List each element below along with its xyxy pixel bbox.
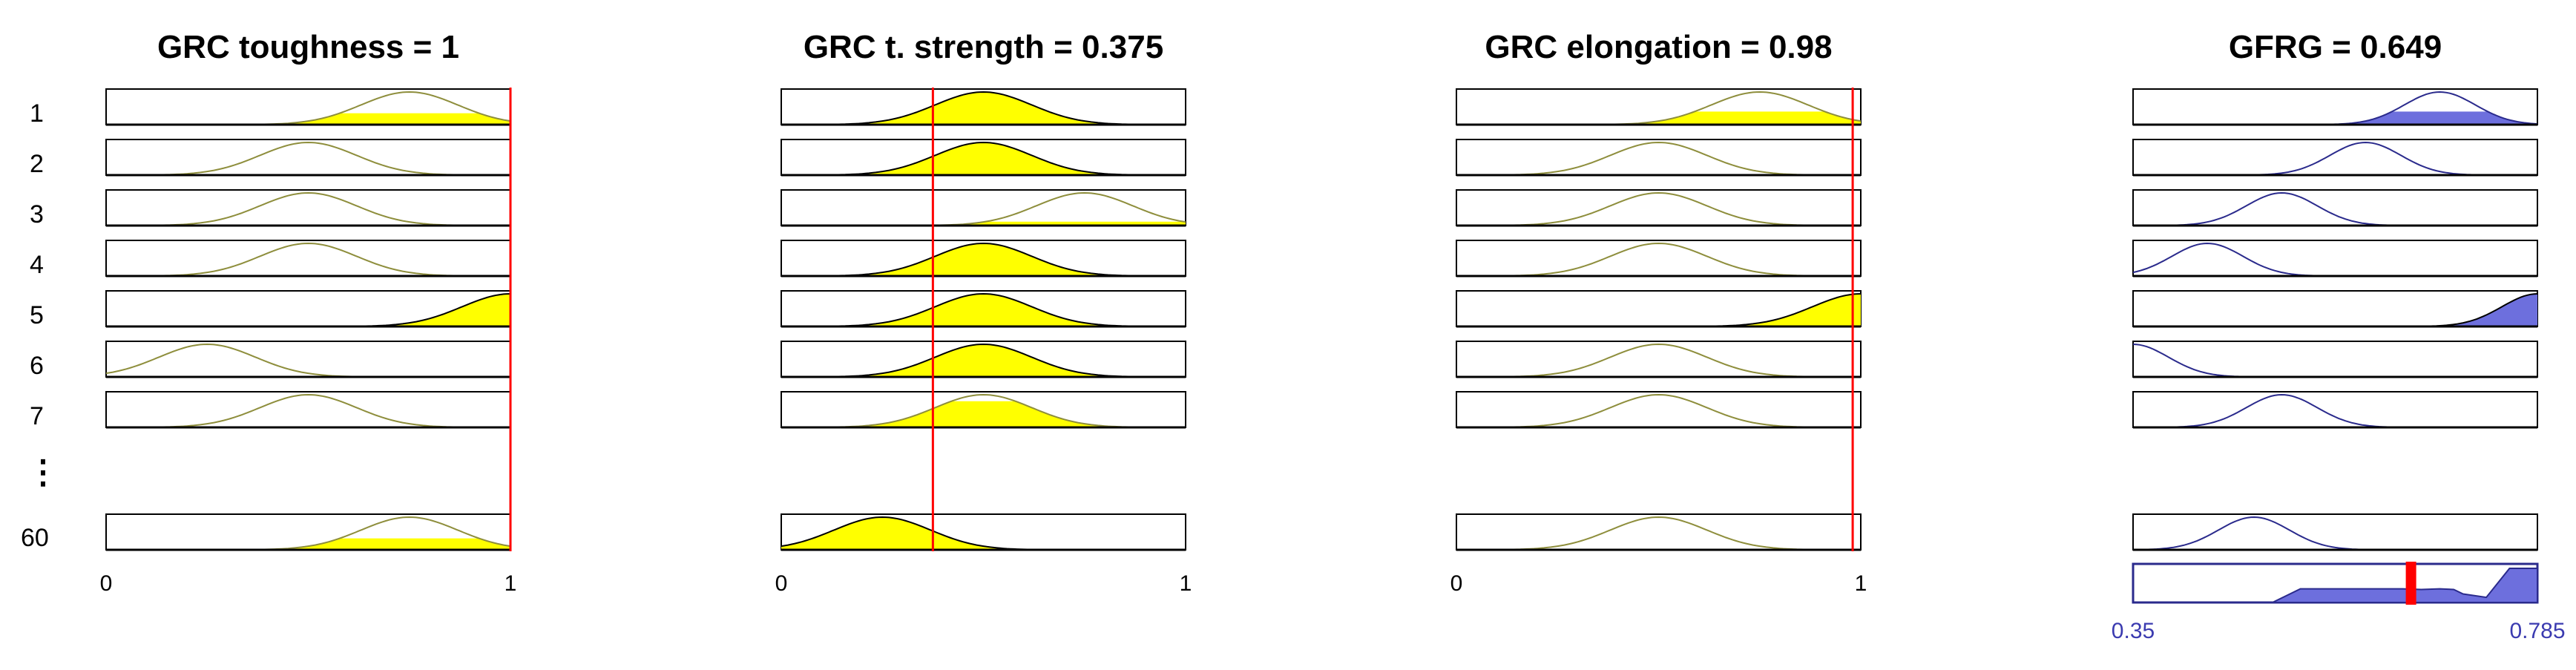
input-1-rule-1 bbox=[105, 88, 511, 126]
output-rule-3 bbox=[2132, 189, 2538, 227]
input-tick-max-3: 1 bbox=[1855, 571, 1867, 596]
input-1-rule-3-box bbox=[105, 189, 511, 226]
output-rule-5 bbox=[2132, 290, 2538, 328]
output-rule-3-box bbox=[2132, 189, 2538, 226]
input-3-rule-6-box bbox=[1456, 341, 1862, 378]
input-2-rule-6 bbox=[781, 341, 1186, 378]
input-1-rule-60 bbox=[105, 513, 511, 551]
input-2-rule-7-fired-area bbox=[781, 401, 1186, 427]
input-3-rule-7-box bbox=[1456, 391, 1862, 428]
rule-label-3: 3 bbox=[30, 200, 44, 229]
output-panel: GFRG = 0.649 0.35 0.785 bbox=[2112, 29, 2566, 643]
output-rule-1-fired-area bbox=[2133, 111, 2537, 125]
output-rule-1 bbox=[2132, 88, 2538, 126]
input-1-rule-1-fired-area bbox=[106, 113, 510, 125]
output-title: GFRG = 0.649 bbox=[2229, 29, 2442, 65]
input-1-rule-2 bbox=[105, 139, 511, 177]
input-2-rule-5 bbox=[781, 290, 1186, 328]
output-rule-2 bbox=[2132, 139, 2538, 177]
rule-label-7: 7 bbox=[30, 402, 44, 430]
input-1-rule-7-box bbox=[105, 391, 511, 428]
rule-row-labels: 1 2 3 4 5 6 7 ⋮ 60 bbox=[21, 99, 59, 552]
input-2-rule-1-fired-area bbox=[781, 92, 1186, 125]
input-1-rule-5 bbox=[105, 290, 511, 328]
input-2-rule-2 bbox=[781, 139, 1186, 177]
input-3-rule-4 bbox=[1456, 240, 1862, 277]
output-rule-6 bbox=[2132, 341, 2538, 378]
input-2-rule-4-fired-area bbox=[781, 243, 1186, 276]
input-3-rule-3-box bbox=[1456, 189, 1862, 226]
input-3-rule-2 bbox=[1456, 139, 1862, 177]
input-panel-3: GRC elongation = 0.98 0 1 bbox=[1450, 29, 1867, 596]
input-2-rule-3-box bbox=[781, 189, 1186, 226]
input-1-rule-60-fired-area bbox=[106, 538, 510, 550]
input-3-rule-60 bbox=[1456, 513, 1862, 551]
output-rule-7-box bbox=[2132, 391, 2538, 428]
output-rule-4-box bbox=[2132, 240, 2538, 277]
output-rule-5-fired-area bbox=[2133, 294, 2537, 326]
output-rule-60-box bbox=[2132, 513, 2538, 551]
input-tick-min-3: 0 bbox=[1450, 571, 1463, 596]
input-1-rule-4 bbox=[105, 240, 511, 277]
input-2-rule-7 bbox=[781, 391, 1186, 429]
aggregate-output bbox=[2132, 562, 2539, 605]
input-3-rule-5-fired-area bbox=[1456, 294, 1861, 326]
input-2-rule-3 bbox=[781, 189, 1186, 227]
input-title-2: GRC t. strength = 0.375 bbox=[804, 29, 1163, 65]
input-3-rule-2-box bbox=[1456, 139, 1862, 176]
input-2-rule-2-fired-area bbox=[781, 142, 1186, 175]
input-3-rule-7 bbox=[1456, 391, 1862, 429]
rule-label-6: 6 bbox=[30, 352, 44, 380]
rule-label-2: 2 bbox=[30, 150, 44, 178]
rule-label-1: 1 bbox=[30, 99, 44, 128]
input-tick-min-2: 0 bbox=[775, 571, 788, 596]
output-rule-4 bbox=[2132, 240, 2538, 277]
output-rule-60 bbox=[2132, 513, 2538, 551]
rule-label-60: 60 bbox=[21, 524, 49, 552]
input-3-rule-6 bbox=[1456, 341, 1862, 378]
input-2-rule-6-fired-area bbox=[781, 344, 1186, 377]
input-panel-2: GRC t. strength = 0.375 0 1 bbox=[775, 29, 1192, 596]
rule-label-4: 4 bbox=[30, 251, 44, 279]
input-2-rule-60 bbox=[781, 513, 1186, 551]
rule-label-5: 5 bbox=[30, 301, 44, 329]
input-3-rule-4-box bbox=[1456, 240, 1862, 277]
input-tick-min-1: 0 bbox=[100, 571, 113, 596]
output-rule-2-box bbox=[2132, 139, 2538, 176]
input-2-rule-5-fired-area bbox=[781, 294, 1186, 326]
input-1-rule-5-fired-area bbox=[106, 294, 510, 326]
rule-ellipsis: ⋮ bbox=[27, 454, 59, 490]
input-title-3: GRC elongation = 0.98 bbox=[1485, 29, 1832, 65]
input-1-rule-3 bbox=[105, 189, 511, 227]
input-panel-1: GRC toughness = 1 0 1 bbox=[100, 29, 517, 596]
input-2-rule-60-fired-area bbox=[781, 517, 1186, 550]
output-tick-max: 0.785 bbox=[2509, 619, 2565, 643]
input-2-rule-1 bbox=[781, 88, 1186, 126]
output-tick-min: 0.35 bbox=[2112, 619, 2155, 643]
input-3-rule-3 bbox=[1456, 189, 1862, 227]
input-3-rule-1 bbox=[1456, 88, 1862, 126]
input-3-rule-1-fired-area bbox=[1456, 111, 1861, 125]
input-3-rule-60-box bbox=[1456, 513, 1862, 551]
input-1-rule-4-box bbox=[105, 240, 511, 277]
output-rule-6-box bbox=[2132, 341, 2538, 378]
input-1-rule-6-box bbox=[105, 341, 511, 378]
input-3-rule-5 bbox=[1456, 290, 1862, 328]
output-rule-7 bbox=[2132, 391, 2538, 429]
input-tick-max-2: 1 bbox=[1180, 571, 1192, 596]
input-1-rule-7 bbox=[105, 391, 511, 429]
input-1-rule-2-box bbox=[105, 139, 511, 176]
input-1-rule-6 bbox=[105, 341, 511, 378]
input-2-rule-4 bbox=[781, 240, 1186, 277]
aggregate-area bbox=[2133, 568, 2538, 603]
input-tick-max-1: 1 bbox=[505, 571, 517, 596]
input-title-1: GRC toughness = 1 bbox=[157, 29, 459, 65]
